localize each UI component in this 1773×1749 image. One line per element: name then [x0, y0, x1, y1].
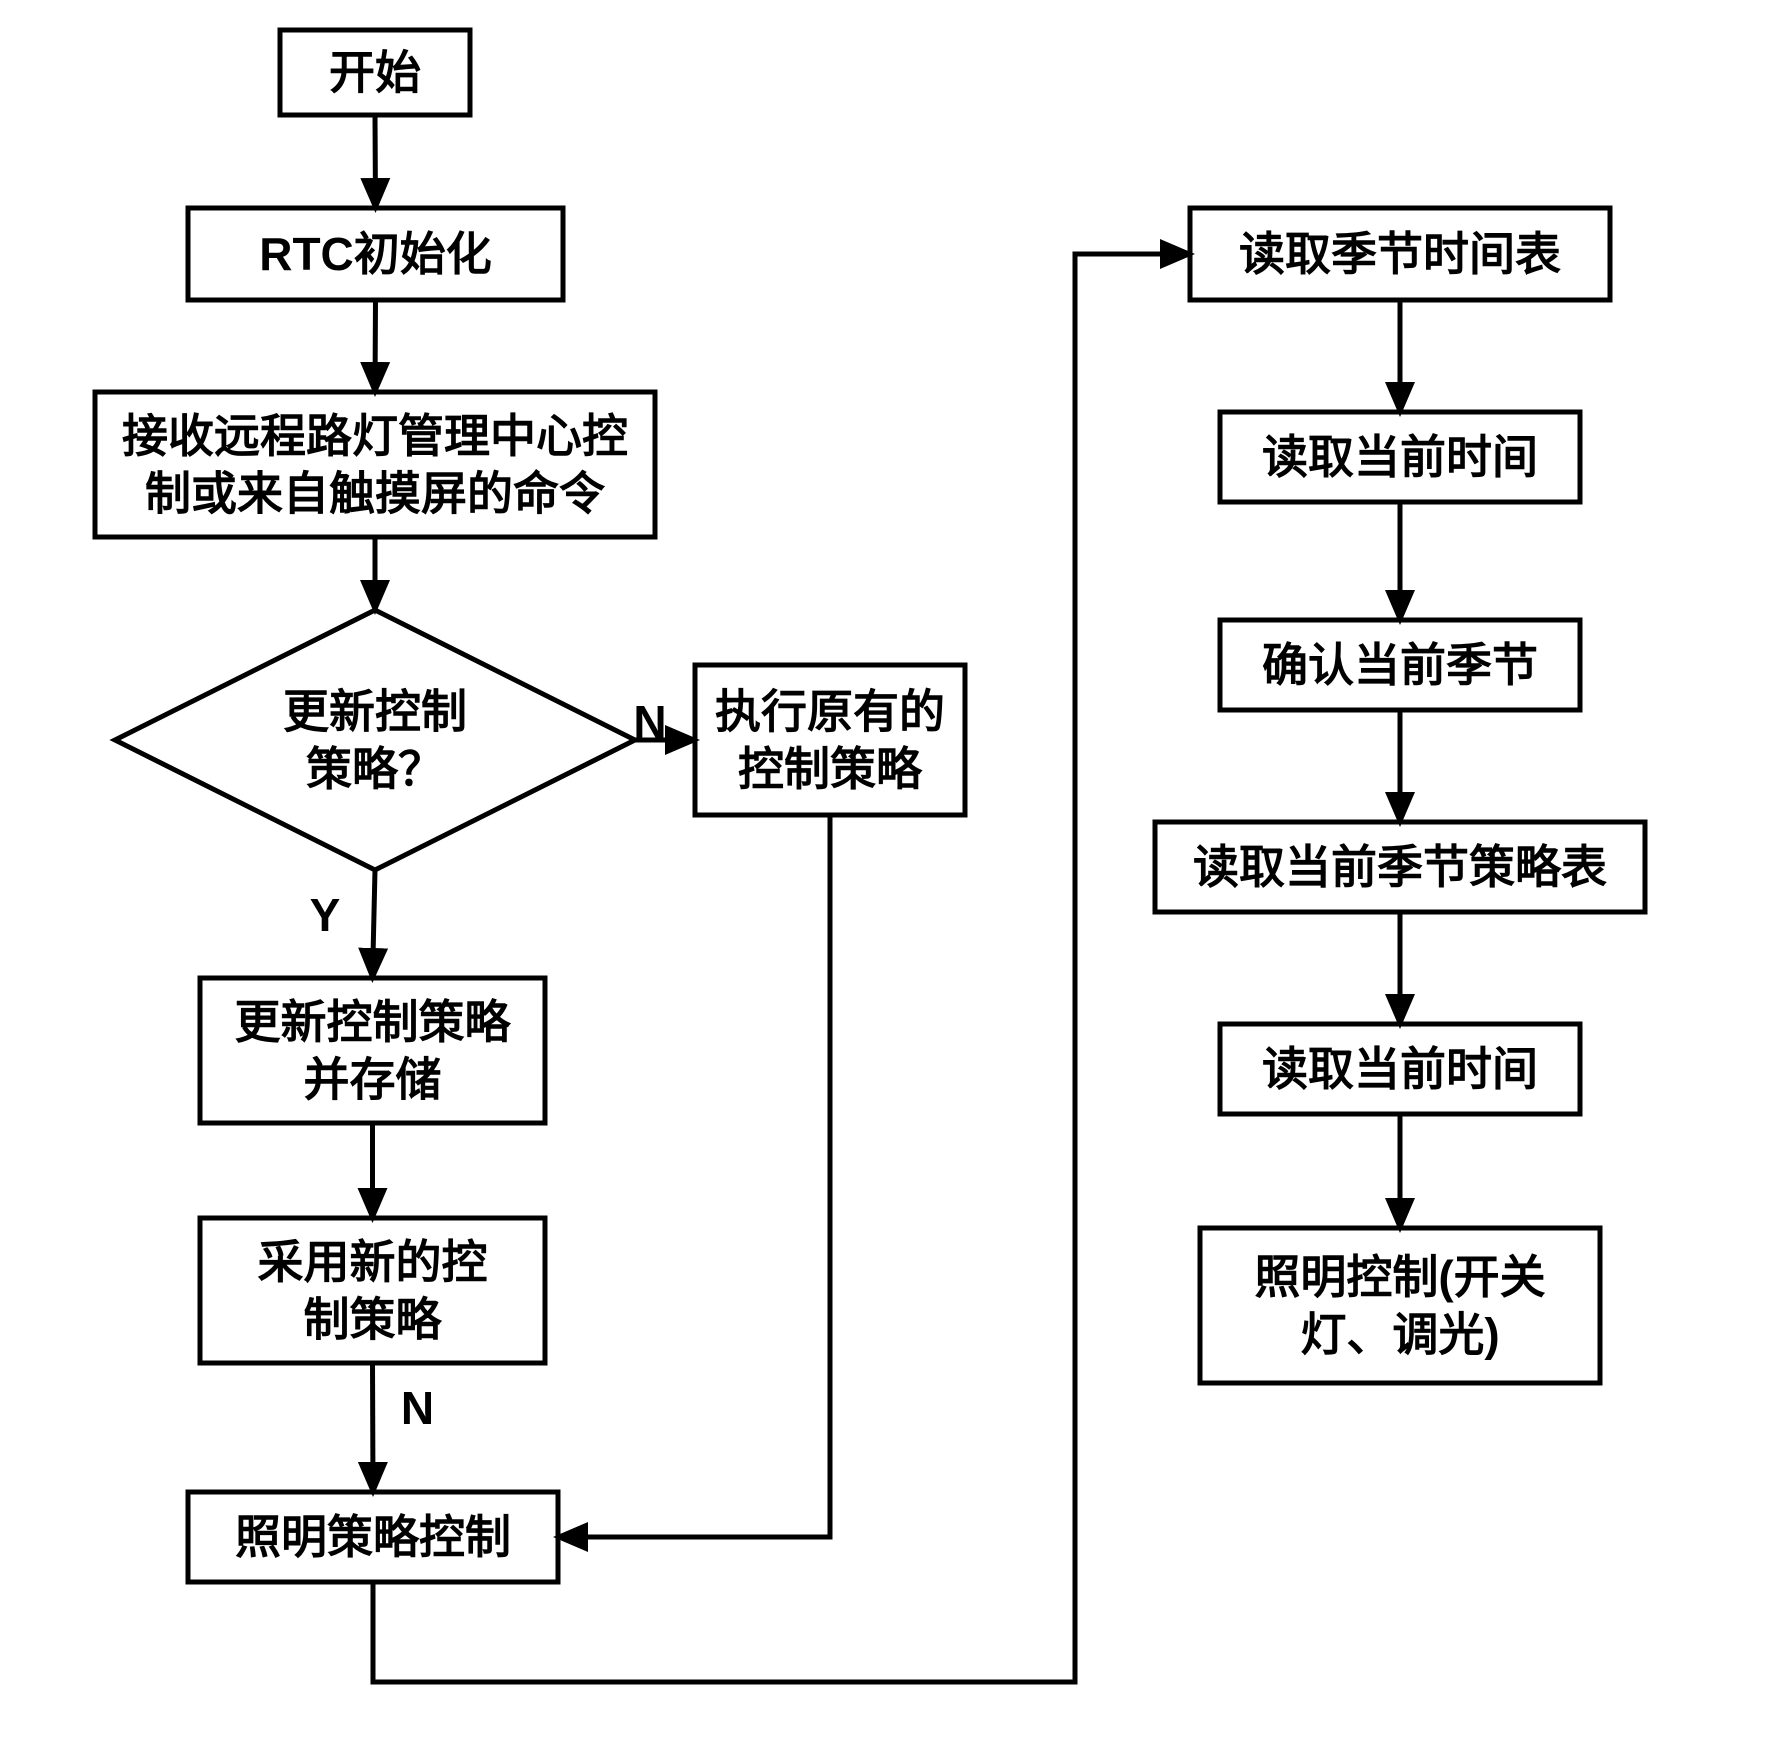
- node-label: 读取当前时间: [1262, 431, 1538, 483]
- edge: [373, 870, 376, 978]
- edge: [373, 1363, 374, 1492]
- node-label: 灯、调光): [1300, 1308, 1499, 1360]
- node-label: 确认当前季节: [1262, 639, 1538, 691]
- edge: [375, 300, 376, 392]
- node-label: 开始: [329, 47, 421, 99]
- flowchart-diagram: 开始 RTC初始化接收远程路灯管理中心控制或来自触摸屏的命令更新控制策略？ 执行原有…: [0, 0, 1773, 1744]
- node-label: 更新控制: [283, 685, 467, 737]
- edge: [558, 815, 830, 1537]
- node-label: 照明策略控制: [235, 1511, 511, 1563]
- node-label: 读取当前季节策略表: [1193, 841, 1607, 893]
- node-label: 更新控制策略: [235, 996, 512, 1048]
- node-label: 并存储: [304, 1053, 442, 1105]
- edge: [375, 115, 376, 208]
- node-label: 执行原有的: [715, 685, 945, 737]
- node-label: 读取当前时间: [1262, 1043, 1538, 1095]
- node-label: 控制策略: [738, 743, 923, 795]
- node-label: 接收远程路灯管理中心控: [122, 410, 628, 462]
- edge-label: Y: [310, 889, 341, 941]
- node-label: 读取季节时间表: [1239, 228, 1561, 280]
- node-label: RTC初始化: [259, 228, 492, 280]
- node-label: 制策略: [304, 1293, 443, 1345]
- edge-label: N: [633, 696, 666, 748]
- node-label: 采用新的控: [258, 1236, 488, 1288]
- node-label: 制或来自触摸屏的命令: [145, 467, 606, 519]
- node-label: 策略？: [306, 743, 444, 795]
- node-label: 照明控制(开关: [1254, 1251, 1545, 1303]
- edge-label: N: [401, 1382, 434, 1434]
- node-decision: [115, 610, 635, 870]
